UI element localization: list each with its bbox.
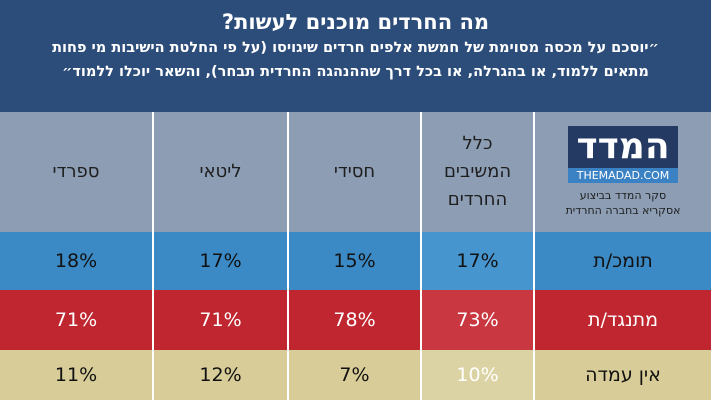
- logo-name: המדד: [576, 126, 670, 167]
- column-header-line: ליטאי: [199, 161, 242, 182]
- header: מה החרדים מוכנים לעשות? ״יוסכם על מכסה מ…: [0, 0, 711, 112]
- logo: המדד THEMADAD.COM: [568, 126, 678, 183]
- row-label: תומכ/ת: [533, 232, 711, 290]
- logo-url: THEMADAD.COM: [568, 168, 678, 183]
- table-cell: 18%: [0, 232, 152, 290]
- table-cell: 7%: [287, 350, 420, 400]
- table-cell: 17%: [152, 232, 287, 290]
- logo-cell: המדד THEMADAD.COM סקר המדד בביצוע אסקריא…: [533, 112, 711, 232]
- table-cell: 11%: [0, 350, 152, 400]
- table: המדד THEMADAD.COM סקר המדד בביצוע אסקריא…: [0, 112, 711, 400]
- column-header: ספרדי: [0, 112, 152, 232]
- table-cell: 10%: [420, 350, 533, 400]
- table-cell: 12%: [152, 350, 287, 400]
- column-header: חסידי: [287, 112, 420, 232]
- caption-line: אסקריא בחברה החרדית: [565, 204, 681, 217]
- row-label: אין עמדה: [533, 350, 711, 400]
- table-cell: 78%: [287, 290, 420, 350]
- column-header-line: החרדים: [447, 189, 508, 210]
- table-cell: 17%: [420, 232, 533, 290]
- column-header-line: כלל: [462, 133, 493, 154]
- column-header: כלל המשיבים החרדים: [420, 112, 533, 232]
- logo-caption: סקר המדד בביצוע אסקריא בחברה החרדית: [566, 188, 681, 218]
- column-header: ליטאי: [152, 112, 287, 232]
- table-cell: 71%: [152, 290, 287, 350]
- table-cell: 73%: [420, 290, 533, 350]
- table-cell: 15%: [287, 232, 420, 290]
- column-header-line: חסידי: [333, 161, 376, 182]
- title: מה החרדים מוכנים לעשות?: [221, 10, 490, 34]
- table-cell: 71%: [0, 290, 152, 350]
- subtitle-line: מתאים ללמוד, או בהגרלה, או בכל דרך שההנה…: [62, 64, 649, 80]
- caption-line: סקר המדד בביצוע: [579, 189, 667, 202]
- column-header-line: ספרדי: [52, 161, 100, 182]
- subtitle-line: ״יוסכם על מכסה מסוימת של חמשת אלפים חרדי…: [52, 40, 659, 56]
- column-header-line: המשיבים: [443, 161, 512, 182]
- row-label: מתנגד/ת: [533, 290, 711, 350]
